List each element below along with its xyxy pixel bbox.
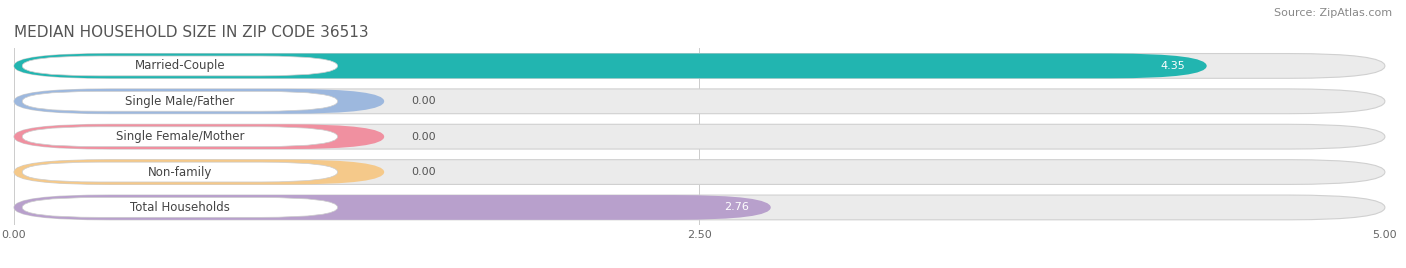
FancyBboxPatch shape (14, 160, 1385, 184)
FancyBboxPatch shape (14, 195, 770, 220)
FancyBboxPatch shape (22, 56, 337, 76)
FancyBboxPatch shape (14, 89, 384, 114)
FancyBboxPatch shape (22, 91, 337, 111)
Text: Non-family: Non-family (148, 166, 212, 178)
Text: 0.00: 0.00 (412, 96, 436, 106)
Text: MEDIAN HOUSEHOLD SIZE IN ZIP CODE 36513: MEDIAN HOUSEHOLD SIZE IN ZIP CODE 36513 (14, 25, 368, 40)
Text: Married-Couple: Married-Couple (135, 59, 225, 72)
Text: 2.76: 2.76 (724, 202, 749, 213)
FancyBboxPatch shape (22, 198, 337, 217)
FancyBboxPatch shape (14, 124, 1385, 149)
Text: 0.00: 0.00 (412, 167, 436, 177)
FancyBboxPatch shape (22, 127, 337, 147)
FancyBboxPatch shape (14, 54, 1206, 78)
FancyBboxPatch shape (14, 160, 384, 184)
FancyBboxPatch shape (14, 195, 1385, 220)
FancyBboxPatch shape (14, 89, 1385, 114)
FancyBboxPatch shape (14, 124, 384, 149)
FancyBboxPatch shape (22, 162, 337, 182)
Text: Single Female/Mother: Single Female/Mother (115, 130, 245, 143)
Text: Single Male/Father: Single Male/Father (125, 95, 235, 108)
Text: Total Households: Total Households (129, 201, 229, 214)
Text: 4.35: 4.35 (1160, 61, 1185, 71)
Text: 0.00: 0.00 (412, 132, 436, 142)
Text: Source: ZipAtlas.com: Source: ZipAtlas.com (1274, 8, 1392, 18)
FancyBboxPatch shape (14, 54, 1385, 78)
